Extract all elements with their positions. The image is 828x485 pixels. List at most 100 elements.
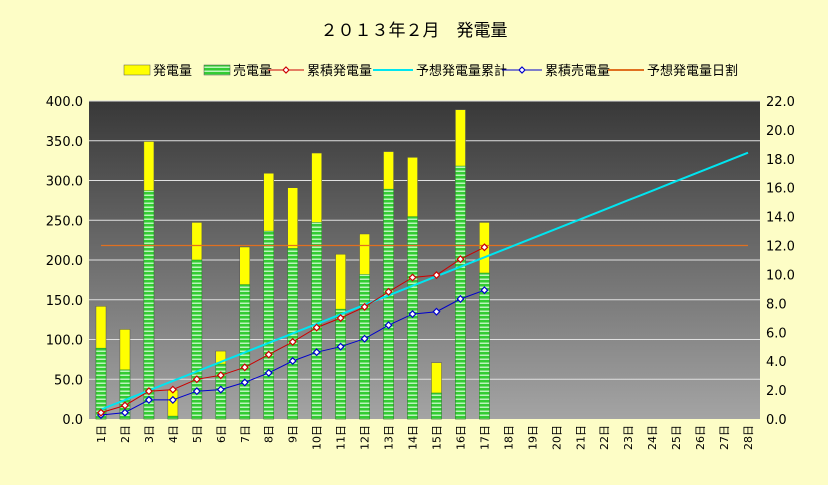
x-tick-label: 17日	[478, 425, 491, 450]
y-right-tick-label: 22.0	[766, 95, 795, 110]
x-tick-label: 3日	[143, 425, 156, 443]
y-right-tick-label: 0.0	[766, 413, 787, 428]
y-right-tick-label: 18.0	[766, 153, 795, 168]
point-cumulative-sold	[432, 307, 441, 316]
x-tick-label: 2日	[119, 425, 132, 443]
x-tick-label: 16日	[454, 425, 467, 450]
x-tick-label: 20日	[550, 425, 563, 450]
point-cumulative-sold	[144, 395, 153, 404]
legend-label: 累積発電量	[307, 64, 372, 79]
legend-swatch	[123, 64, 151, 76]
y-left-tick-label: 300.0	[46, 175, 83, 190]
y-right-tick-label: 12.0	[766, 240, 795, 255]
bar-sold	[311, 222, 322, 420]
legend-swatch	[203, 64, 231, 76]
point-cumulative-sold	[312, 348, 321, 357]
bar-sold	[167, 415, 179, 420]
point-cumulative-generation	[456, 255, 465, 264]
y-right-tick-label: 16.0	[766, 182, 795, 197]
legend-label: 累積売電量	[545, 63, 610, 79]
point-cumulative-generation	[192, 375, 201, 384]
point-cumulative-generation	[384, 287, 393, 296]
legend-marker	[518, 66, 526, 74]
x-tick-label: 18日	[502, 425, 515, 450]
bar-sold	[143, 190, 155, 420]
point-cumulative-sold	[360, 334, 369, 343]
x-tick-label: 22日	[598, 425, 611, 450]
x-tick-label: 19日	[526, 425, 539, 450]
point-cumulative-sold	[192, 387, 201, 396]
x-tick-label: 24日	[646, 425, 659, 450]
legend-label: 売電量	[233, 63, 272, 79]
bar-sold	[335, 308, 346, 420]
y-right-tick-label: 4.0	[766, 355, 787, 370]
legend-label: 発電量	[153, 64, 192, 79]
y-left-tick-label: 200.0	[46, 254, 83, 269]
x-tick-label: 26日	[694, 425, 707, 450]
bar-sold	[431, 392, 442, 420]
legend-box	[120, 60, 730, 80]
x-tick-label: 5日	[191, 425, 204, 443]
y-left-tick-label: 350.0	[46, 135, 83, 150]
y-left-tick-label: 100.0	[46, 334, 83, 349]
x-tick-label: 25日	[670, 425, 683, 450]
point-cumulative-generation	[240, 363, 249, 372]
x-tick-label: 13日	[383, 425, 396, 450]
point-cumulative-generation	[312, 323, 321, 332]
point-cumulative-sold	[456, 294, 465, 304]
point-cumulative-generation	[336, 313, 345, 323]
y-right-tick-label: 10.0	[766, 268, 795, 283]
x-tick-label: 15日	[430, 425, 443, 450]
y-left-tick-label: 50.0	[54, 373, 83, 388]
x-tick-label: 6日	[215, 425, 228, 443]
point-cumulative-generation	[168, 385, 177, 394]
x-tick-label: 4日	[167, 425, 180, 443]
bar-sold	[191, 259, 203, 420]
point-cumulative-generation	[96, 408, 106, 417]
y-left-tick-label: 0.0	[62, 413, 83, 428]
y-left-tick-label: 150.0	[46, 294, 83, 309]
point-cumulative-sold	[240, 378, 249, 387]
bar-sold	[383, 188, 394, 420]
x-tick-label: 12日	[359, 425, 372, 450]
x-tick-label: 11日	[335, 425, 348, 450]
x-tick-label: 1日	[95, 425, 108, 443]
y-right-tick-label: 6.0	[766, 326, 787, 341]
y-right-tick-label: 8.0	[766, 297, 787, 312]
point-cumulative-generation	[360, 302, 369, 311]
point-cumulative-generation	[120, 401, 129, 410]
point-cumulative-sold	[480, 286, 489, 295]
point-cumulative-sold	[120, 408, 129, 417]
y-left-tick-label: 250.0	[46, 214, 83, 229]
line-layer	[96, 151, 749, 420]
x-tick-label: 9日	[287, 425, 300, 443]
bar-sold	[119, 369, 131, 420]
x-tick-label: 21日	[574, 425, 587, 450]
point-cumulative-generation	[432, 271, 441, 280]
y-left-tick-label: 400.0	[46, 95, 83, 110]
x-tick-label: 10日	[311, 425, 324, 450]
x-tick-label: 14日	[407, 425, 420, 450]
y-right-tick-label: 20.0	[766, 124, 795, 139]
legend-label: 予想発電量日割	[647, 63, 738, 79]
point-cumulative-generation	[216, 371, 225, 380]
x-tick-label: 27日	[718, 425, 731, 450]
x-tick-label: 7日	[239, 425, 252, 443]
legend: 発電量 売電量 累積発電量 予想発電量累計 累積売電量 予想発電量日割	[120, 60, 738, 80]
point-cumulative-sold	[216, 385, 225, 394]
chart-title: ２０１３年２月 発電量	[321, 21, 508, 41]
bar-sold	[479, 272, 490, 420]
point-cumulative-generation	[264, 350, 273, 359]
axes: 0.0 50.0 100.0 150.0 200.0 250.0 300.0 350.0 400…	[46, 95, 795, 450]
point-cumulative-sold	[288, 356, 297, 366]
point-cumulative-sold	[336, 342, 345, 351]
bar-sold	[455, 165, 466, 420]
point-cumulative-generation	[408, 273, 417, 282]
point-cumulative-sold	[264, 368, 273, 377]
x-tick-label: 23日	[622, 425, 635, 450]
legend-label: 予想発電量累計	[416, 63, 507, 79]
y-right-tick-label: 14.0	[766, 211, 795, 226]
bar-sold	[359, 274, 370, 420]
